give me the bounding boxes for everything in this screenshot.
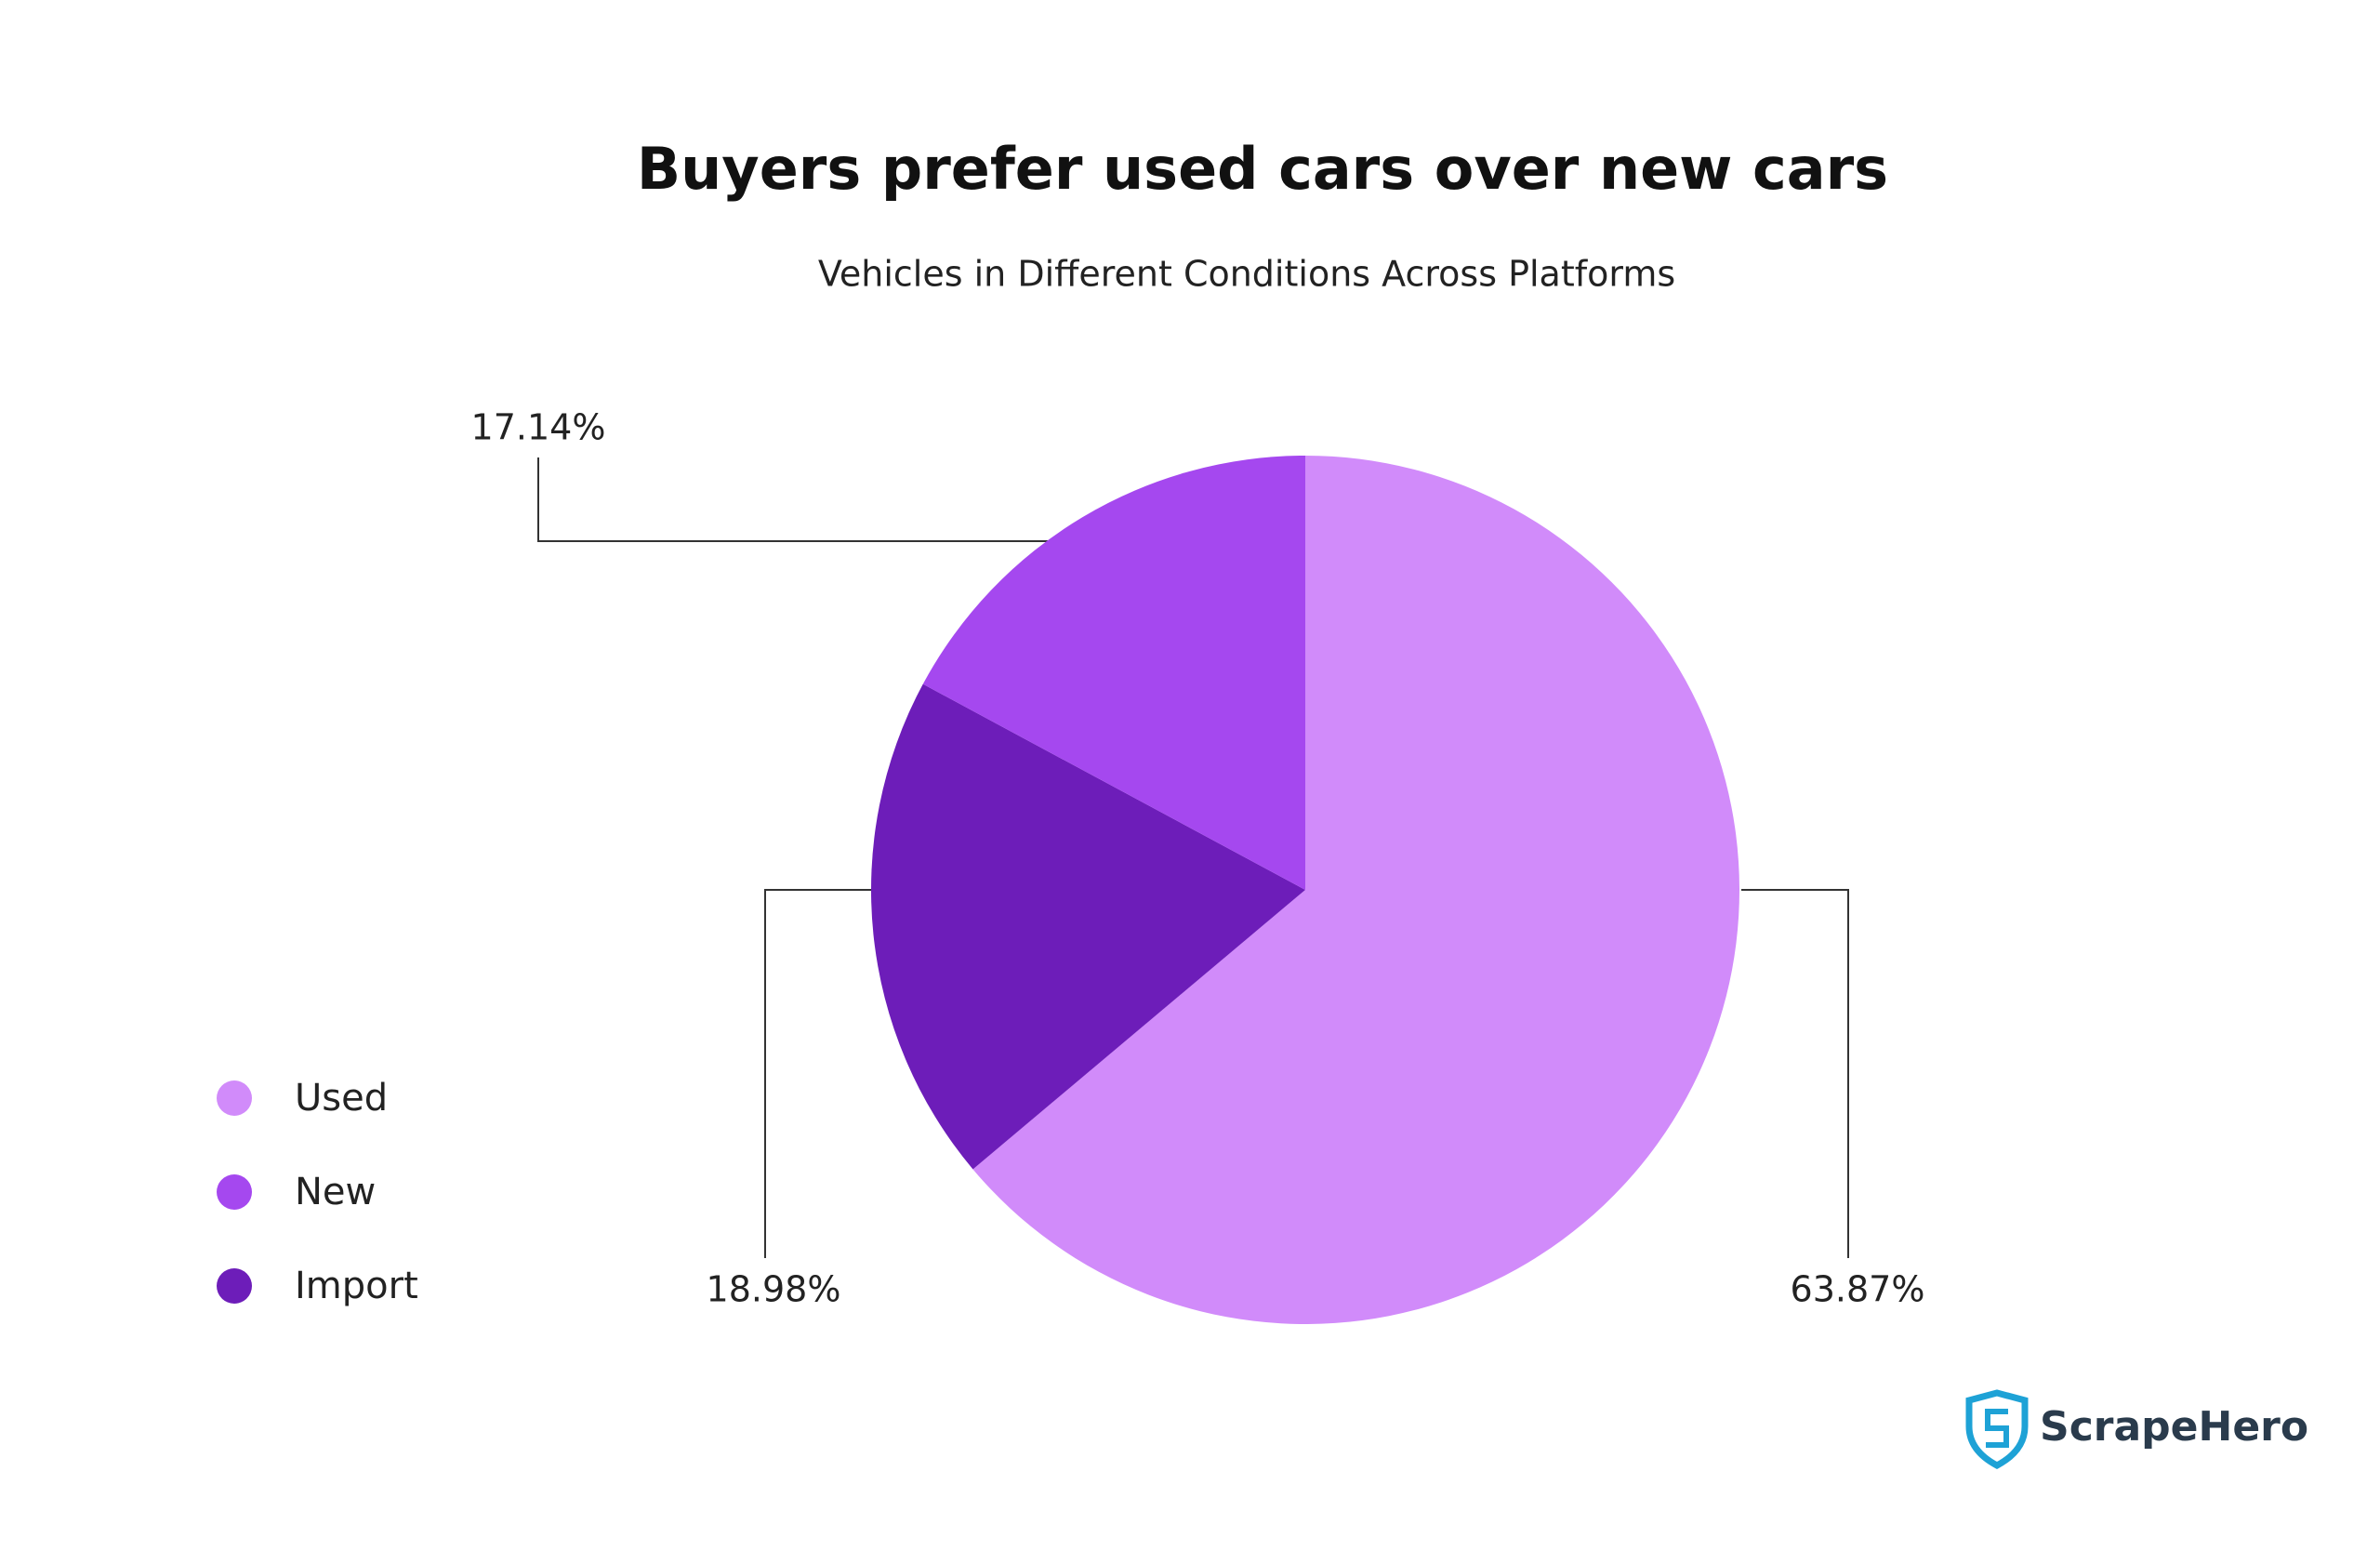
- data-label: 18.98%: [707, 1269, 841, 1310]
- chart-subtitle: Vehicles in Different Conditions Across …: [818, 254, 1675, 295]
- logo-icon-s: [1985, 1409, 2009, 1448]
- data-label: 63.87%: [1791, 1269, 1925, 1310]
- leader-line: [537, 457, 1048, 542]
- legend-swatch: [217, 1268, 252, 1304]
- leader-lines: [537, 457, 1849, 1258]
- legend-label: Used: [295, 1077, 388, 1120]
- logo: ScrapeHero: [1965, 1389, 2308, 1469]
- legend-swatch: [217, 1080, 252, 1116]
- logo-text: ScrapeHero: [2040, 1403, 2308, 1451]
- legend-label: Import: [295, 1265, 418, 1307]
- logo-icon: [1965, 1389, 2029, 1469]
- data-label: 17.14%: [471, 407, 606, 448]
- pie-slice: [870, 683, 1305, 1170]
- pie-slice: [922, 456, 1305, 890]
- leader-line: [1741, 889, 1849, 1258]
- legend-label: New: [295, 1171, 376, 1213]
- chart-title: Buyers prefer used cars over new cars: [637, 135, 1888, 203]
- pie-slice: [972, 456, 1739, 1325]
- leader-line: [764, 889, 873, 1258]
- legend-swatch: [217, 1174, 252, 1210]
